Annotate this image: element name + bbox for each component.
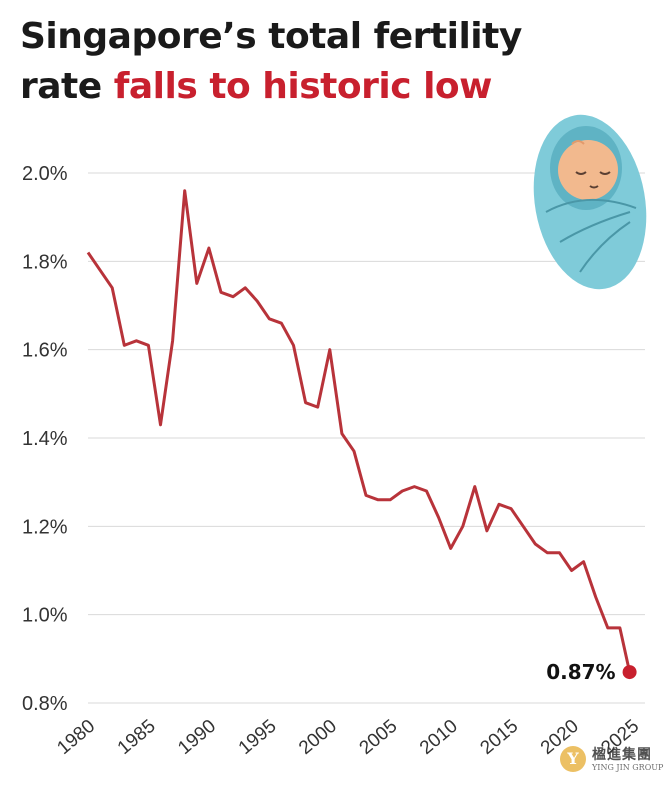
x-tick-label: 2000 — [295, 716, 341, 759]
fertility-rate-line — [86, 189, 632, 673]
y-tick-label: 1.4% — [22, 428, 68, 450]
y-axis-ticks: 0.8% 1.0% 1.2% 1.4% 1.6% 1.8% 2.0% — [22, 163, 68, 715]
x-tick-label: 1985 — [114, 716, 160, 759]
title-plain-text: rate — [20, 66, 114, 107]
company-watermark: Y 楹進集團 YING JIN GROUP — [560, 740, 664, 780]
gridlines — [88, 172, 645, 704]
x-tick-label: 1980 — [53, 716, 99, 759]
x-tick-label: 1990 — [174, 716, 220, 759]
latest-value-dot — [622, 665, 637, 680]
watermark-english-name: YING JIN GROUP — [592, 763, 664, 772]
chart-title: Singapore’s total fertility rate falls t… — [20, 12, 660, 112]
x-tick-label: 2010 — [416, 716, 462, 759]
title-highlight-text: falls to historic low — [113, 66, 493, 107]
x-axis-ticks: 1980 1985 1990 1995 2000 2005 2010 2015 2020 2025 — [53, 716, 643, 759]
title-line-2: rate falls to historic low — [20, 62, 660, 112]
x-tick-label: 2015 — [476, 716, 522, 759]
y-tick-label: 1.2% — [22, 516, 68, 538]
y-tick-label: 2.0% — [22, 163, 68, 185]
x-tick-label: 1995 — [235, 716, 281, 759]
y-tick-label: 0.8% — [22, 693, 68, 715]
y-tick-label: 1.8% — [22, 251, 68, 273]
x-tick-label: 2005 — [356, 716, 402, 759]
y-tick-label: 1.6% — [22, 340, 68, 362]
latest-value-label: 0.87% — [546, 660, 615, 684]
y-tick-label: 1.0% — [22, 605, 68, 627]
swaddled-baby-icon — [533, 114, 647, 290]
title-line-1: Singapore’s total fertility — [20, 16, 522, 57]
watermark-chinese-name: 楹進集團 — [592, 747, 652, 763]
watermark-logo-icon: Y — [560, 746, 586, 772]
